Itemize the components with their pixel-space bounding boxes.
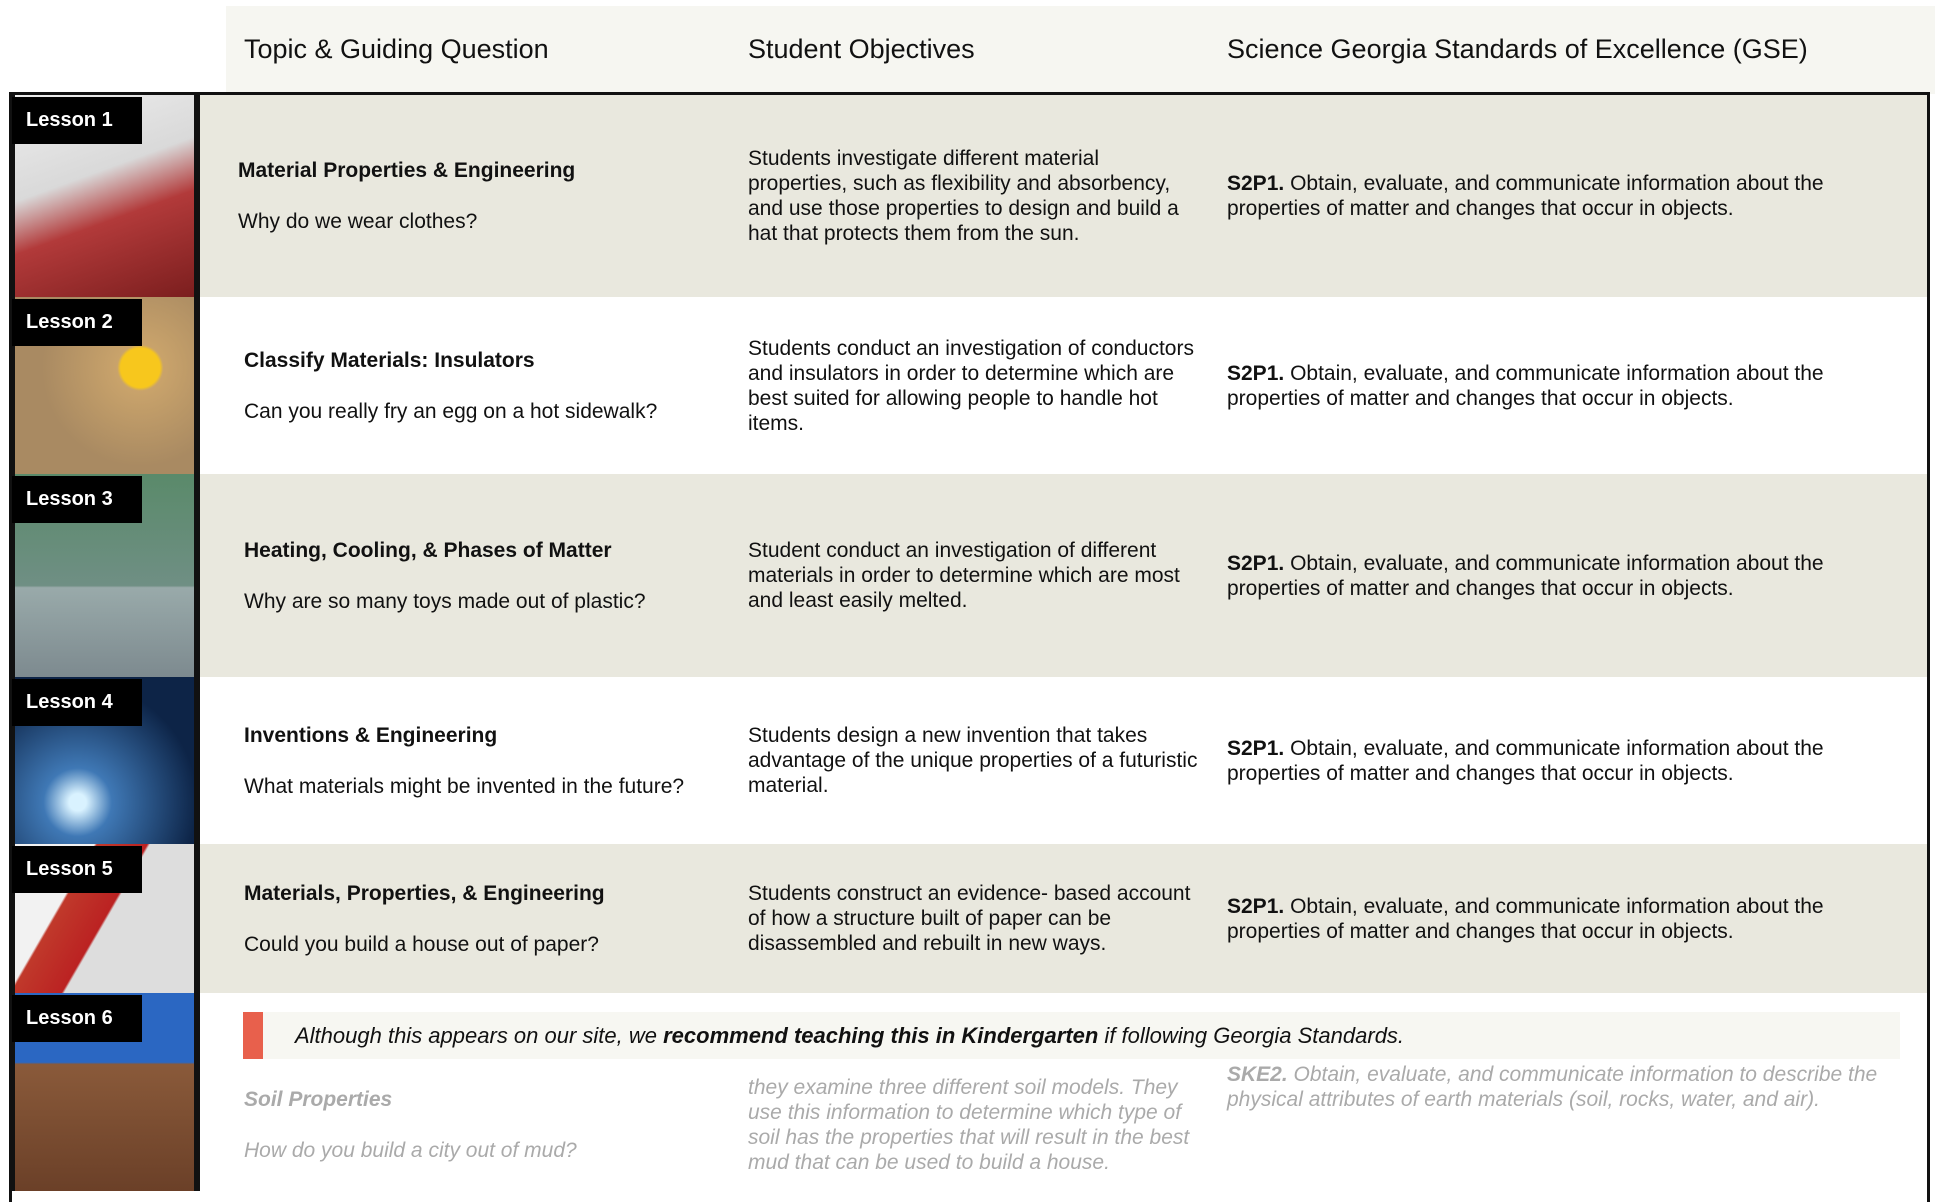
lesson-label: Lesson 1 bbox=[12, 97, 142, 144]
guiding-question: How do you build a city out of mud? bbox=[244, 1138, 577, 1162]
standards-cell: S2P1. Obtain, evaluate, and communicate … bbox=[1227, 297, 1917, 474]
objectives-cell: Students conduct an investigation of con… bbox=[748, 297, 1200, 474]
notice-text: Although this appears on our site, we bbox=[295, 1022, 664, 1048]
notice-accent bbox=[243, 1012, 263, 1059]
notice-bar: Although this appears on our site, we re… bbox=[243, 1012, 1900, 1059]
objectives-text: Student conduct an investigation of diff… bbox=[748, 539, 1180, 612]
objectives-text: they examine three different soil models… bbox=[748, 1075, 1190, 1174]
topic-cell: Soil Properties How do you build a city o… bbox=[244, 1058, 714, 1191]
topic-cell: Material Properties & Engineering Why do … bbox=[238, 95, 708, 297]
topic-cell: Materials, Properties, & Engineering Coul… bbox=[244, 844, 714, 993]
guiding-question: Why are so many toys made out of plastic… bbox=[244, 589, 646, 613]
objectives-text: Students construct an evidence- based ac… bbox=[748, 882, 1191, 955]
objectives-cell: Students construct an evidence- based ac… bbox=[748, 844, 1200, 993]
topic-title: Soil Properties bbox=[244, 1087, 393, 1111]
topic-cell: Inventions & Engineering What materials m… bbox=[244, 677, 714, 844]
notice-bold: recommend teaching this in Kindergarten bbox=[663, 1022, 1099, 1048]
guiding-question: Can you really fry an egg on a hot sidew… bbox=[244, 399, 658, 423]
standard-code: SKE2. bbox=[1227, 1063, 1288, 1086]
header-topic: Topic & Guiding Question bbox=[244, 34, 549, 64]
topic-cell: Classify Materials: Insulators Can you re… bbox=[244, 297, 714, 474]
topic-title: Classify Materials: Insulators bbox=[244, 348, 535, 372]
standard: S2P1. Obtain, evaluate, and communicate … bbox=[1227, 736, 1917, 786]
lesson-label: Lesson 4 bbox=[12, 679, 142, 726]
lesson-row bbox=[200, 95, 1930, 297]
standard-text: Obtain, evaluate, and communicate inform… bbox=[1227, 894, 1824, 943]
standard-text: Obtain, evaluate, and communicate inform… bbox=[1227, 551, 1824, 600]
standard-code: S2P1. bbox=[1227, 551, 1285, 575]
lesson-row bbox=[200, 474, 1930, 677]
standard-code: S2P1. bbox=[1227, 172, 1285, 195]
standard: S2P1. Obtain, evaluate, and communicate … bbox=[1227, 894, 1917, 944]
topic-title: Inventions & Engineering bbox=[244, 723, 498, 747]
standards-cell: SKE2. Obtain, evaluate, and communicate … bbox=[1227, 1058, 1917, 1195]
notice-text: if following Georgia Standards. bbox=[1098, 1022, 1405, 1048]
guiding-question: What materials might be invented in the … bbox=[244, 774, 685, 798]
standard-code: S2P1. bbox=[1227, 736, 1285, 760]
standard: S2P1. Obtain, evaluate, and communicate … bbox=[1227, 361, 1917, 411]
header-standards: Science Georgia Standards of Excellence … bbox=[1227, 34, 1808, 64]
standard: S2P1. Obtain, evaluate, and communicate … bbox=[1227, 171, 1917, 221]
objectives-cell: Students design a new invention that tak… bbox=[748, 677, 1200, 844]
lesson-label: Lesson 6 bbox=[12, 995, 142, 1042]
topic-cell: Heating, Cooling, & Phases of Matter Why … bbox=[244, 474, 714, 677]
standards-cell: S2P1. Obtain, evaluate, and communicate … bbox=[1227, 677, 1917, 844]
lesson-label: Lesson 5 bbox=[12, 846, 142, 893]
guiding-question: Could you build a house out of paper? bbox=[244, 932, 599, 956]
lesson-row bbox=[200, 297, 1930, 474]
objectives-cell: Students investigate different material … bbox=[748, 95, 1200, 297]
header-bar bbox=[226, 6, 1935, 94]
lesson-label: Lesson 3 bbox=[12, 476, 142, 523]
standard-text: Obtain, evaluate, and communicate inform… bbox=[1227, 736, 1824, 785]
standard: SKE2. Obtain, evaluate, and communicate … bbox=[1227, 1062, 1917, 1112]
objectives-text: Students design a new invention that tak… bbox=[748, 724, 1198, 797]
objectives-cell: they examine three different soil models… bbox=[748, 1058, 1200, 1191]
lesson-row bbox=[200, 677, 1930, 844]
objectives-text: Students investigate different material … bbox=[748, 147, 1179, 245]
standard-code: S2P1. bbox=[1227, 361, 1285, 385]
topic-title: Materials, Properties, & Engineering bbox=[244, 881, 605, 905]
objectives-text: Students conduct an investigation of con… bbox=[748, 336, 1194, 435]
lesson-label: Lesson 2 bbox=[12, 299, 142, 346]
topic-title: Material Properties & Engineering bbox=[238, 159, 576, 182]
standard: S2P1. Obtain, evaluate, and communicate … bbox=[1227, 551, 1917, 601]
standards-cell: S2P1. Obtain, evaluate, and communicate … bbox=[1227, 474, 1917, 677]
lesson-row bbox=[200, 844, 1930, 993]
standards-cell: S2P1. Obtain, evaluate, and communicate … bbox=[1227, 844, 1917, 993]
standards-cell: S2P1. Obtain, evaluate, and communicate … bbox=[1227, 95, 1917, 297]
standard-text: Obtain, evaluate, and communicate inform… bbox=[1227, 172, 1824, 220]
standard-text: Obtain, evaluate, and communicate inform… bbox=[1227, 1063, 1878, 1111]
standard-text: Obtain, evaluate, and communicate inform… bbox=[1227, 361, 1824, 410]
guiding-question: Why do we wear clothes? bbox=[238, 210, 478, 233]
standard-code: S2P1. bbox=[1227, 894, 1285, 918]
objectives-cell: Student conduct an investigation of diff… bbox=[748, 474, 1200, 677]
header-objectives: Student Objectives bbox=[748, 34, 975, 64]
topic-title: Heating, Cooling, & Phases of Matter bbox=[244, 538, 612, 562]
